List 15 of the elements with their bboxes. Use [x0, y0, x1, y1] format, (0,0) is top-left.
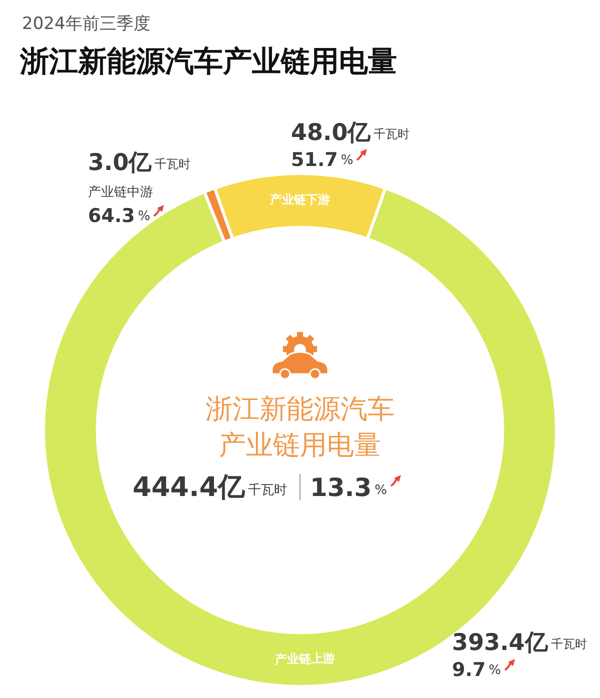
slice-label: 产业链下游 [269, 192, 330, 207]
chart-title: 浙江新能源汽车产业链用电量 [20, 43, 397, 80]
slice-label: 产业链上游 [274, 651, 335, 666]
text: 产业链用电量 [219, 430, 381, 461]
text: 51.7% [291, 149, 354, 171]
data-label: 393.4亿千瓦时 [452, 630, 587, 656]
text: 9.7% [452, 659, 502, 681]
text: 浙江新能源汽车 [206, 394, 394, 425]
text: 444.4亿千瓦时 [132, 472, 287, 503]
chart-subtitle: 2024年前三季度 [22, 13, 150, 35]
text: 64.3% [88, 205, 150, 227]
text: 13.3% [310, 473, 388, 502]
slice-label: 产业链中游 [88, 185, 153, 200]
data-label: 3.0亿千瓦时 [88, 150, 191, 176]
data-label: 48.0亿千瓦时 [291, 120, 410, 146]
